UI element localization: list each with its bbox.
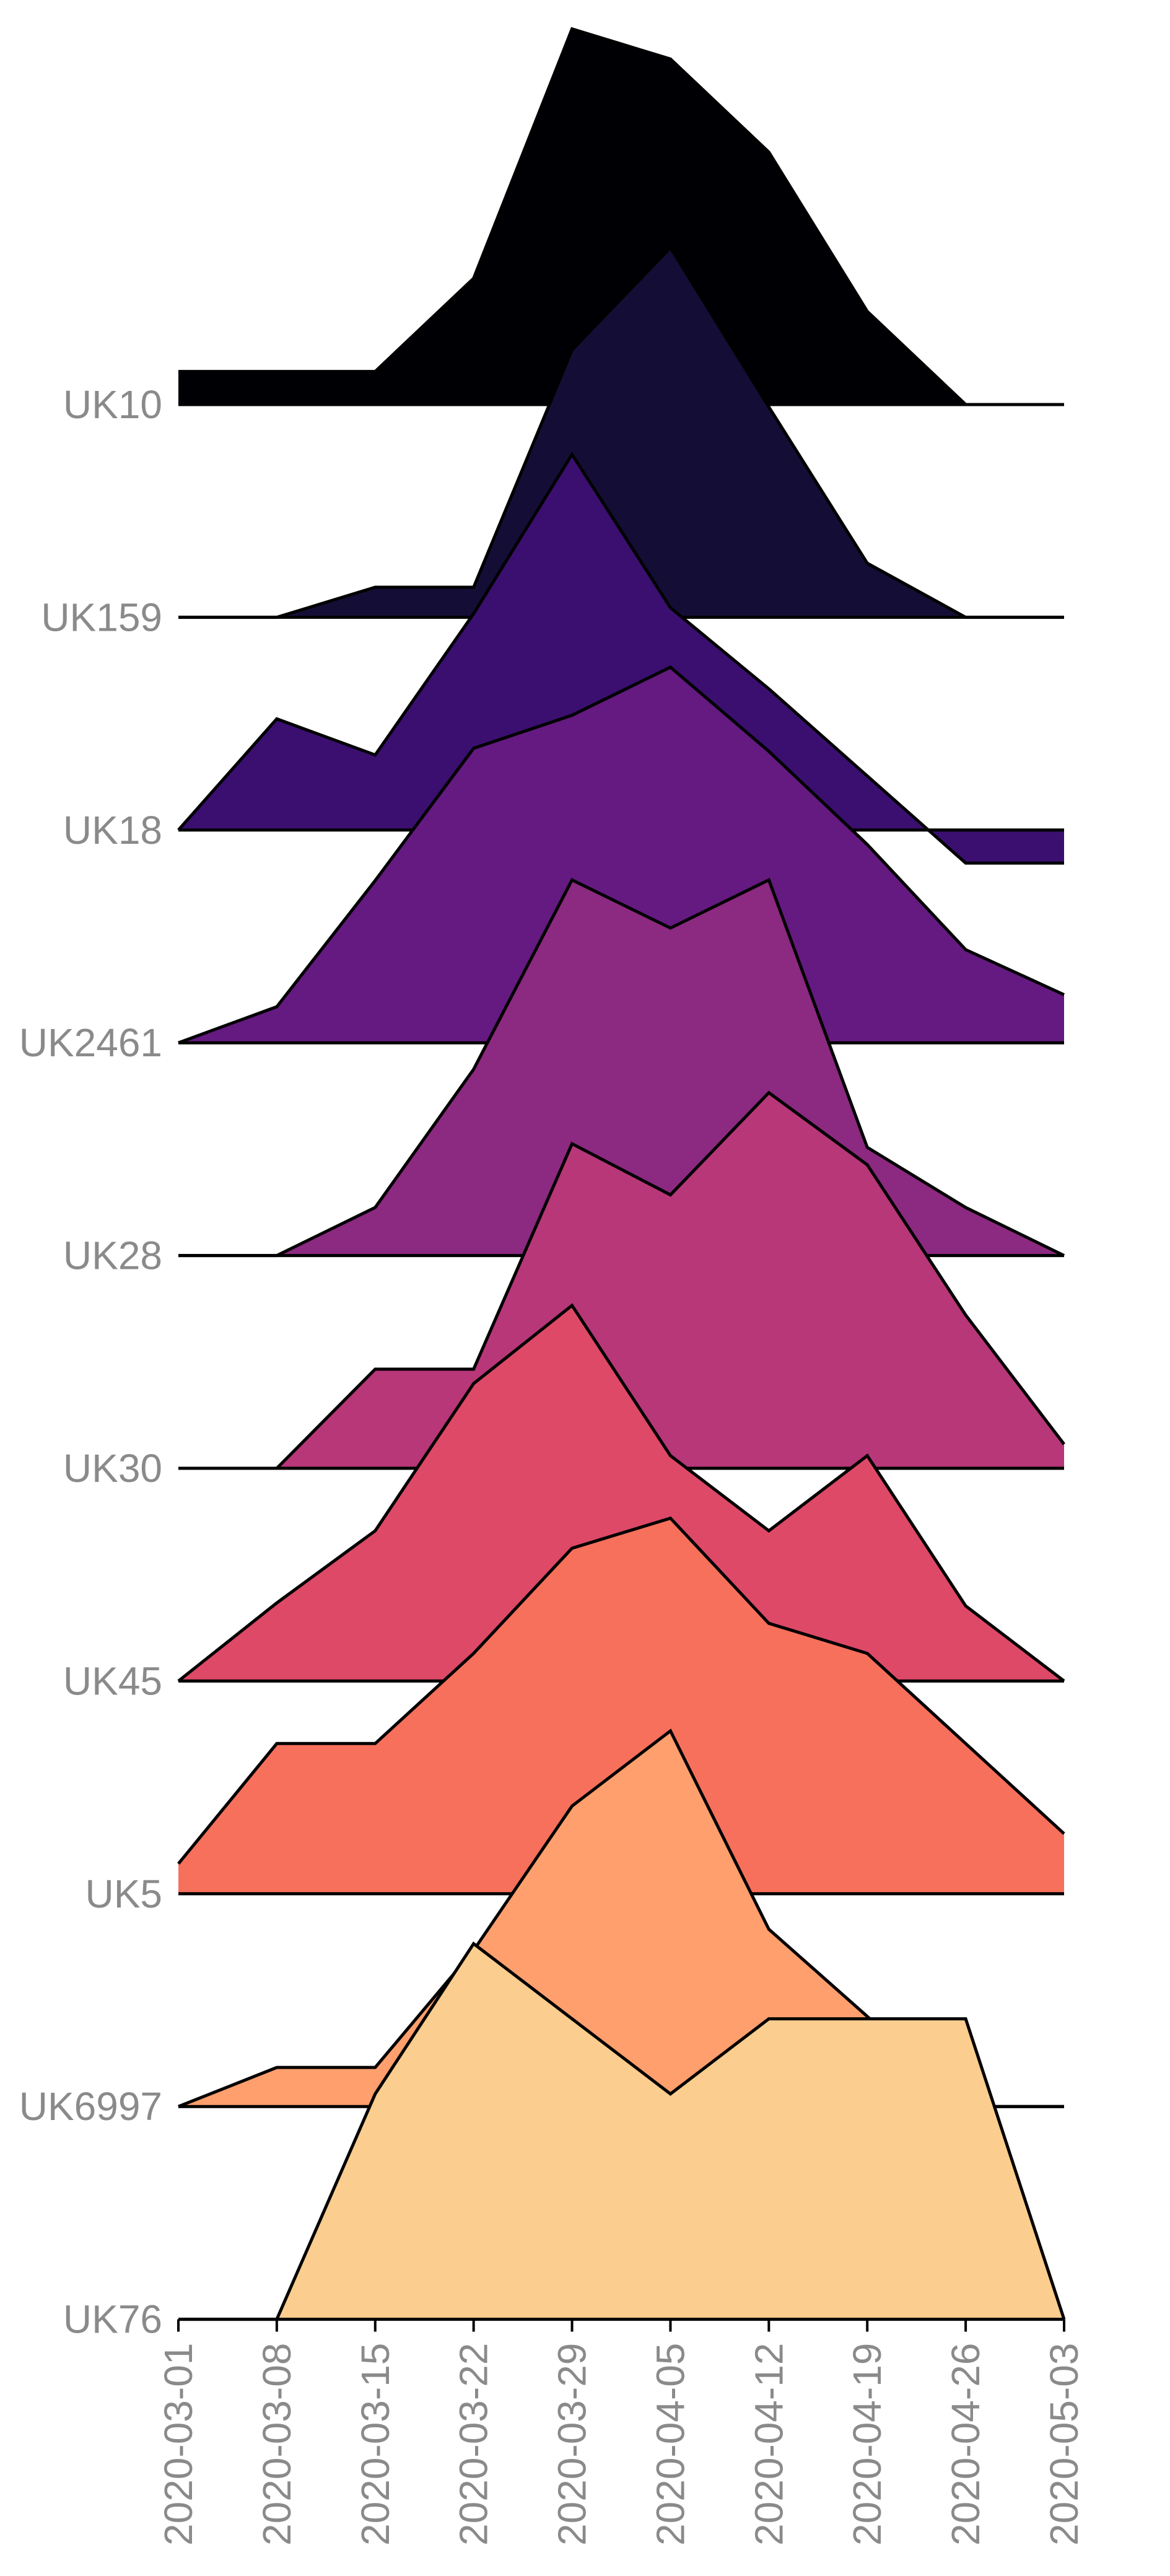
ridge-area <box>178 1305 1064 1681</box>
row-label-uk28: UK28 <box>63 1233 162 1278</box>
x-tick-label: 2020-03-08 <box>255 2343 299 2546</box>
row-label-uk159: UK159 <box>41 595 162 639</box>
ridge-area <box>178 667 1064 1043</box>
ridges-group <box>177 27 1066 2321</box>
ridge-outline <box>178 1941 1066 2321</box>
row-label-uk45: UK45 <box>63 1658 162 1703</box>
ridge-outline <box>178 665 1065 1045</box>
row-label-uk2461: UK2461 <box>19 1020 162 1065</box>
row-label-uk5: UK5 <box>85 1872 163 1916</box>
row-labels-group: UK10 UK159 UK18 UK2461 UK28 UK30 UK45 UK5 UK6997… <box>19 382 162 2342</box>
ridge-outline <box>178 1090 1065 1470</box>
row-label-uk76: UK76 <box>63 2297 162 2342</box>
ridge-area <box>178 1092 1064 1468</box>
ridge-outline <box>177 1303 1065 1683</box>
x-tick-label: 2020-04-12 <box>746 2343 791 2546</box>
x-axis: 2020-03-01 2020-03-08 2020-03-15 2020-03-22… <box>156 2319 1086 2546</box>
ridge-outline <box>177 451 1064 865</box>
ridge-outline <box>178 245 1064 619</box>
ridge-area <box>178 454 1064 864</box>
x-tick-label: 2020-04-19 <box>845 2343 889 2546</box>
row-label-uk10: UK10 <box>63 382 162 427</box>
row-label-uk18: UK18 <box>63 808 162 852</box>
row-label-uk30: UK30 <box>63 1446 162 1491</box>
ridge-area <box>178 1943 1064 2320</box>
x-tick-label: 2020-03-15 <box>353 2343 398 2546</box>
row-label-uk6997: UK6997 <box>19 2084 162 2129</box>
ridge-outline <box>178 27 1064 406</box>
x-tick-label: 2020-03-29 <box>550 2343 595 2546</box>
x-tick-label: 2020-04-26 <box>943 2343 988 2546</box>
x-tick-label: 2020-03-22 <box>452 2343 496 2546</box>
ridge-area <box>178 1518 1064 1894</box>
ridge-area <box>178 1730 1064 2107</box>
x-tick-label: 2020-04-05 <box>648 2343 692 2546</box>
x-tick-label: 2020-05-03 <box>1042 2343 1086 2546</box>
x-tick-label: 2020-03-01 <box>156 2343 201 2546</box>
ridge-outline <box>178 877 1065 1258</box>
ridge-uk76 <box>178 1941 1066 2321</box>
ridge-outline <box>177 1516 1065 1865</box>
ridge-area <box>178 28 1064 405</box>
